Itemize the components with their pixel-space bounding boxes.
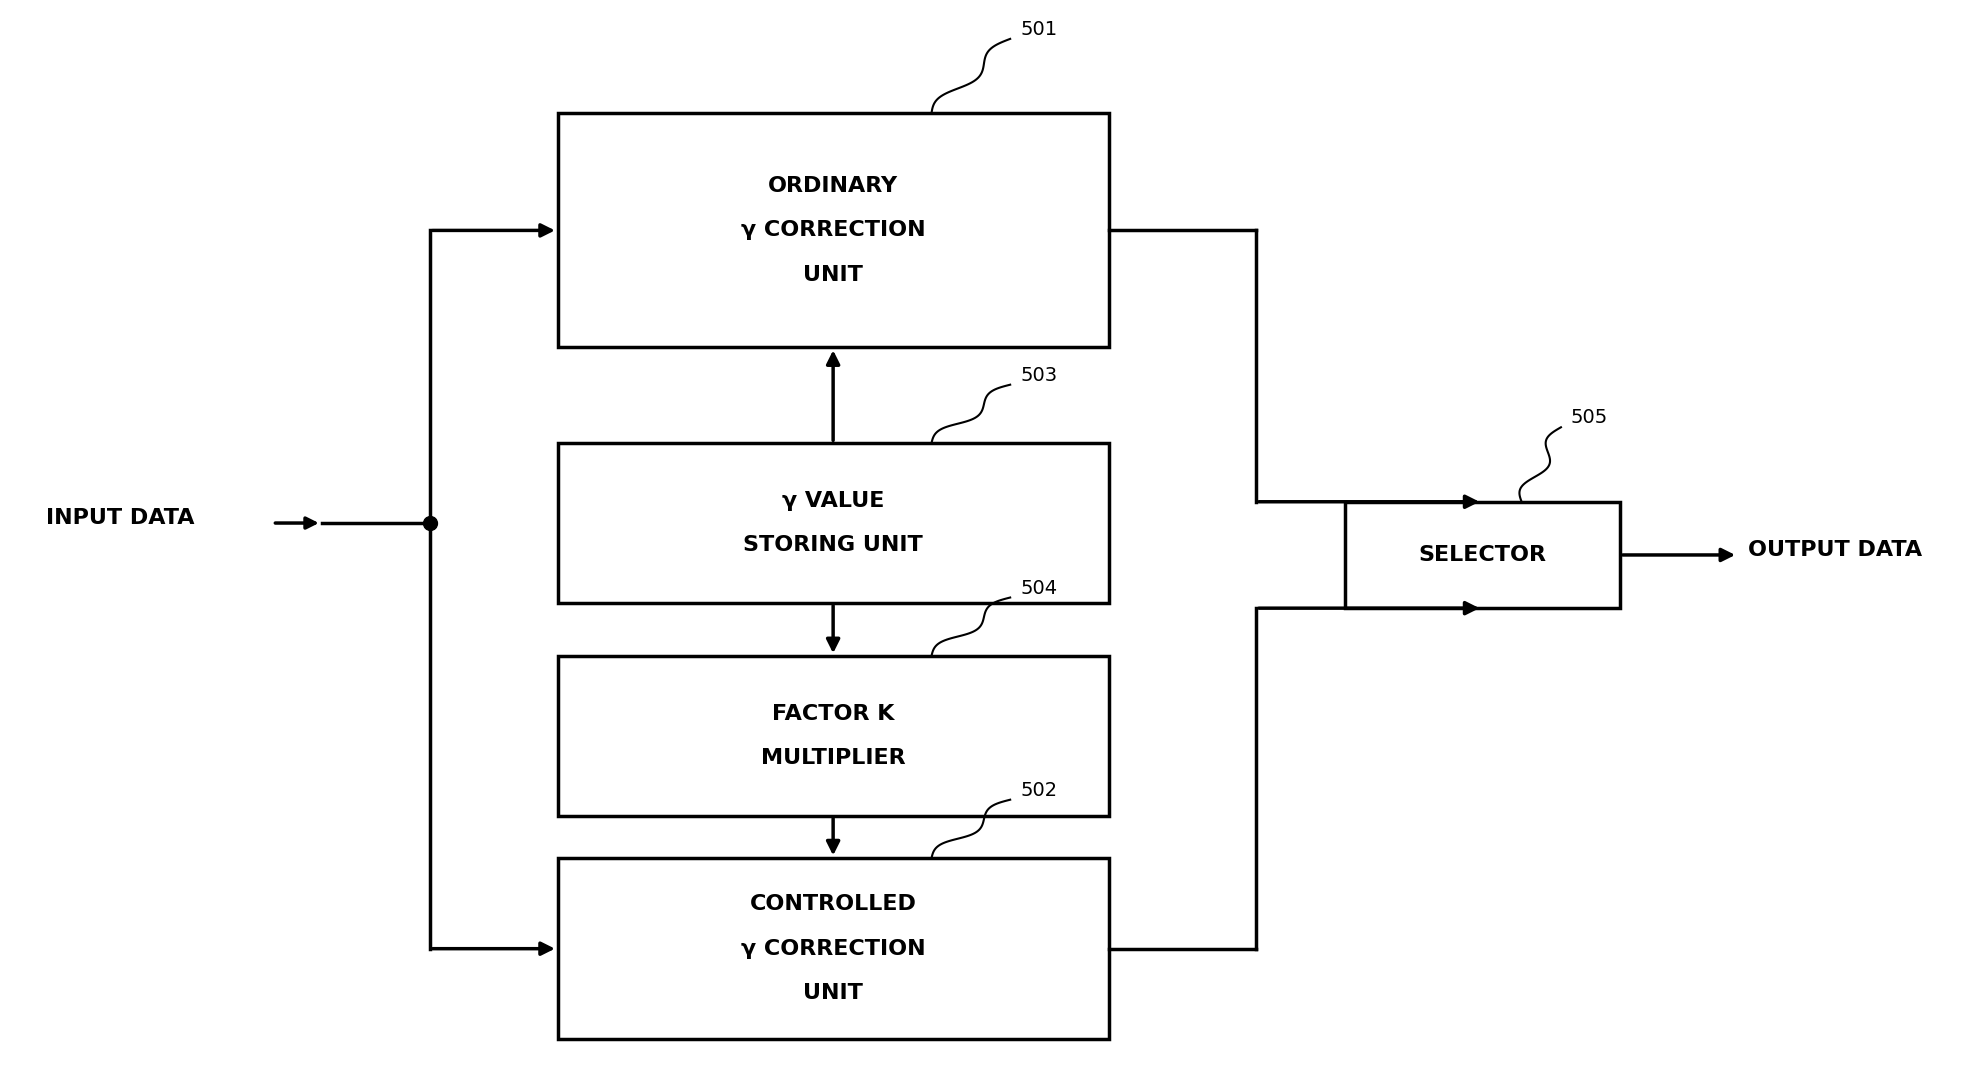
Text: UNIT: UNIT: [802, 983, 863, 1004]
Text: STORING UNIT: STORING UNIT: [742, 536, 923, 555]
Text: 505: 505: [1570, 409, 1608, 427]
FancyBboxPatch shape: [558, 657, 1109, 816]
Text: γ CORRECTION: γ CORRECTION: [741, 220, 925, 240]
Text: MULTIPLIER: MULTIPLIER: [760, 748, 905, 769]
Text: SELECTOR: SELECTOR: [1418, 545, 1546, 565]
Text: γ CORRECTION: γ CORRECTION: [741, 939, 925, 958]
Text: UNIT: UNIT: [802, 265, 863, 285]
Text: 504: 504: [1020, 579, 1057, 597]
Text: CONTROLLED: CONTROLLED: [748, 894, 917, 914]
Text: 501: 501: [1020, 19, 1057, 39]
Text: ORDINARY: ORDINARY: [768, 176, 897, 196]
FancyBboxPatch shape: [558, 443, 1109, 603]
FancyBboxPatch shape: [558, 858, 1109, 1039]
Text: 503: 503: [1020, 365, 1057, 385]
Text: INPUT DATA: INPUT DATA: [46, 508, 194, 528]
Text: FACTOR K: FACTOR K: [772, 704, 893, 723]
Text: OUTPUT DATA: OUTPUT DATA: [1746, 540, 1921, 559]
FancyBboxPatch shape: [1344, 501, 1620, 608]
Text: 502: 502: [1020, 780, 1057, 800]
FancyBboxPatch shape: [558, 113, 1109, 347]
Text: γ VALUE: γ VALUE: [782, 490, 883, 511]
